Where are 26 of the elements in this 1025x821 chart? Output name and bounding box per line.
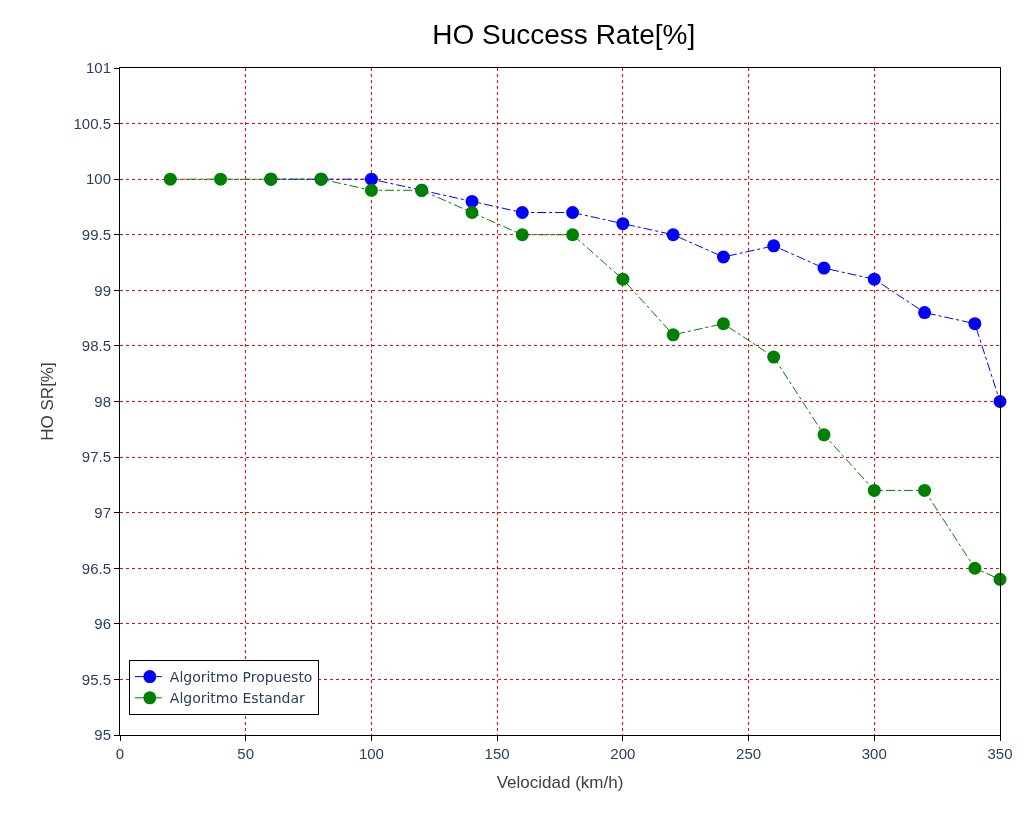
legend-label: Algoritmo Estandar [169,690,306,707]
x-tick-label: 350 [987,745,1013,762]
y-tick-label: 98.5 [81,337,111,355]
y-tick-label: 99 [94,281,111,299]
y-tick-label: 96 [94,615,111,633]
x-tick-label: 150 [484,745,510,762]
y-tick-label: 97.5 [81,448,111,466]
y-tick-label: 97 [94,503,111,521]
y-tick-label: 95.5 [81,670,111,688]
x-tick-label: 100 [358,745,384,762]
x-tick-label: 250 [736,745,762,762]
y-tick-label: 100.5 [73,114,111,132]
y-tick-label: 98 [94,392,111,410]
x-tick-label: 0 [115,745,125,762]
y-axis-title: HO SR[%] [38,362,57,441]
x-tick-label: 300 [861,745,887,762]
y-tick-label: 100 [85,170,111,188]
y-tick-label: 96.5 [81,559,111,577]
y-tick-label: 99.5 [81,226,111,243]
legend-label: Algoritmo Propuesto [169,669,313,686]
y-tick-label: 101 [85,59,111,77]
y-tick-label: 95 [94,726,111,744]
x-tick-label: 50 [237,745,255,762]
chart-title: HO Success Rate[%] [432,19,696,51]
x-axis-title: Velocidad (km/h) [496,773,624,793]
x-tick-label: 200 [610,745,636,762]
